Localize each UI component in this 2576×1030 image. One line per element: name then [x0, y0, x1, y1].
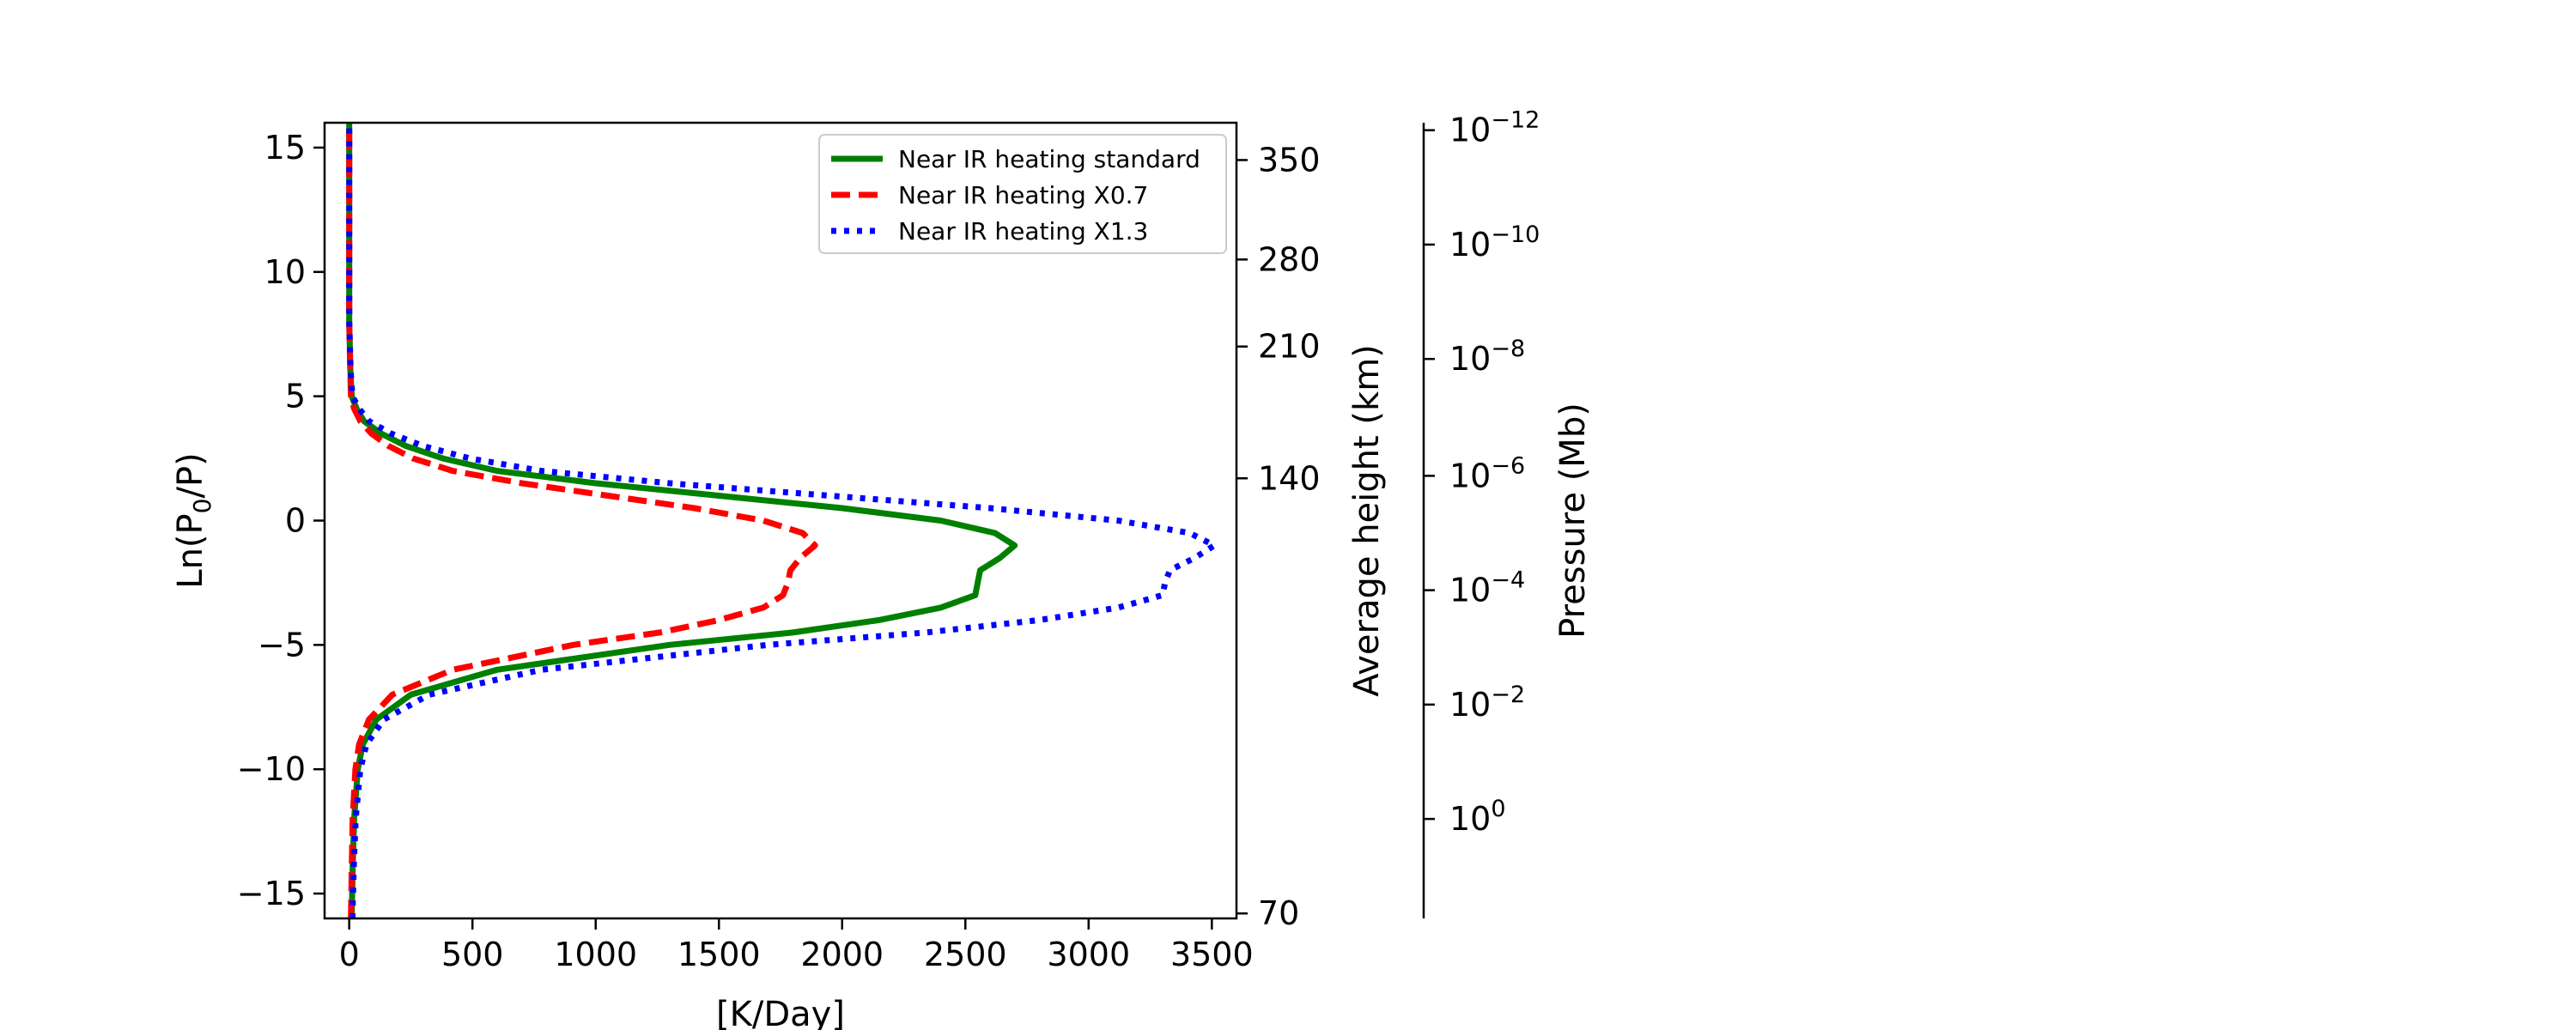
legend: Near IR heating standard Near IR heating … [818, 134, 1227, 254]
y-tick-label-15: 15 [264, 129, 306, 167]
legend-label-2: Near IR heating X0.7 [898, 181, 1148, 209]
pressure-tick-label-0: 10−12 [1449, 107, 1540, 149]
y-tick-label--15: −15 [237, 875, 306, 912]
x-tick-label-3000: 3000 [1047, 936, 1130, 973]
x-tick-label-1500: 1500 [677, 936, 761, 973]
pressure-tick-label-1: 10−10 [1449, 221, 1540, 264]
x-axis-label: [K/Day] [716, 995, 845, 1030]
height-tick-label-2: 210 [1258, 328, 1321, 366]
y-tick-label--5: −5 [258, 626, 306, 663]
height-axis-label: Average height (km) [1347, 344, 1387, 697]
pressure-axis-label: Pressure (Mb) [1553, 403, 1593, 639]
height-tick-label-0: 350 [1258, 141, 1321, 179]
y-tick-label--10: −10 [237, 750, 306, 788]
x-tick-label-0: 0 [339, 936, 360, 973]
height-tick-label-1: 280 [1258, 240, 1321, 278]
height-tick-label-3: 140 [1258, 459, 1321, 497]
x-tick-label-3500: 3500 [1170, 936, 1254, 973]
height-tick-label-4: 70 [1258, 894, 1299, 932]
pressure-tick-label-3: 10−6 [1449, 452, 1525, 494]
legend-box [818, 134, 1227, 254]
series-line-3 [346, 123, 1218, 919]
y-axis-label: Ln(P0/P) [171, 452, 216, 588]
series-line-2 [346, 123, 818, 919]
y-tick-label-0: 0 [285, 502, 306, 540]
legend-label-3: Near IR heating X1.3 [898, 217, 1148, 245]
series-layer [346, 123, 1218, 919]
x-tick-label-1000: 1000 [554, 936, 637, 973]
pressure-tick-label-2: 10−8 [1449, 336, 1525, 378]
pressure-tick-label-6: 100 [1449, 796, 1506, 838]
x-tick-label-500: 500 [441, 936, 504, 973]
x-tick-label-2500: 2500 [924, 936, 1007, 973]
pressure-tick-label-4: 10−4 [1449, 567, 1525, 609]
x-tick-label-2000: 2000 [800, 936, 884, 973]
pressure-tick-label-5: 10−2 [1449, 682, 1525, 724]
y-tick-label-5: 5 [285, 378, 306, 415]
y-tick-label-10: 10 [264, 253, 306, 291]
legend-label-1: Near IR heating standard [898, 145, 1200, 173]
axes-layer: 0 500 1000 1500 2000 2500 3000 3500 −15 −10 −5 0 5 10… [171, 107, 1593, 1030]
